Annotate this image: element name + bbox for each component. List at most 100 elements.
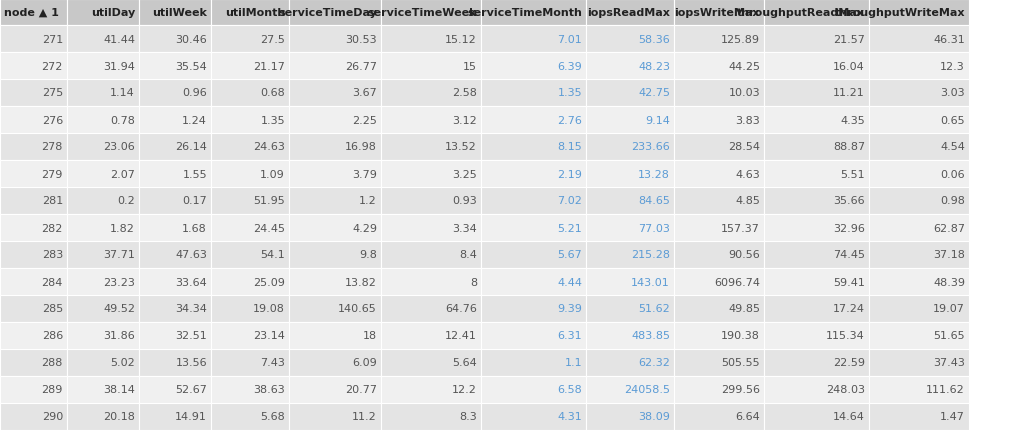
Text: 49.85: 49.85: [728, 304, 760, 314]
Text: 84.65: 84.65: [638, 196, 670, 206]
Text: 8: 8: [470, 277, 477, 287]
Text: 3.12: 3.12: [453, 115, 477, 125]
Bar: [0, 349, 67, 376]
Text: 4.44: 4.44: [557, 277, 582, 287]
Text: 18: 18: [362, 331, 377, 341]
Bar: [674, 403, 764, 430]
Bar: [289, 53, 381, 80]
Bar: [764, 107, 869, 134]
Text: 48.39: 48.39: [933, 277, 965, 287]
Bar: [0, 53, 67, 80]
Text: 46.31: 46.31: [933, 34, 965, 44]
Bar: [0, 295, 67, 322]
Bar: [586, 215, 674, 241]
Text: 20.77: 20.77: [345, 384, 377, 395]
Text: 6.64: 6.64: [735, 412, 760, 421]
Bar: [586, 268, 674, 295]
Text: 6.39: 6.39: [557, 61, 582, 71]
Bar: [67, 134, 139, 161]
Text: 1.2: 1.2: [359, 196, 377, 206]
Text: 3.34: 3.34: [453, 223, 477, 233]
Text: 12.2: 12.2: [453, 384, 477, 395]
Bar: [481, 53, 586, 80]
Text: 111.62: 111.62: [927, 384, 965, 395]
Bar: [869, 376, 969, 403]
Bar: [764, 80, 869, 107]
Bar: [869, 241, 969, 268]
Text: 34.34: 34.34: [175, 304, 207, 314]
Bar: [381, 80, 481, 107]
Text: 288: 288: [42, 358, 63, 368]
Bar: [67, 215, 139, 241]
Bar: [381, 376, 481, 403]
Bar: [67, 187, 139, 215]
Bar: [869, 161, 969, 187]
Bar: [139, 107, 211, 134]
Bar: [674, 268, 764, 295]
Text: 276: 276: [42, 115, 63, 125]
Bar: [67, 403, 139, 430]
Text: 23.23: 23.23: [103, 277, 135, 287]
Bar: [586, 403, 674, 430]
Bar: [0, 187, 67, 215]
Bar: [586, 349, 674, 376]
Text: 12.3: 12.3: [940, 61, 965, 71]
Bar: [381, 134, 481, 161]
Text: 9.39: 9.39: [557, 304, 582, 314]
Text: 59.41: 59.41: [834, 277, 865, 287]
Text: 8.3: 8.3: [459, 412, 477, 421]
Text: 3.03: 3.03: [940, 88, 965, 98]
Text: utilDay: utilDay: [91, 8, 135, 18]
Bar: [211, 295, 289, 322]
Text: 16.98: 16.98: [345, 142, 377, 152]
Text: 31.94: 31.94: [103, 61, 135, 71]
Bar: [211, 161, 289, 187]
Text: 2.25: 2.25: [352, 115, 377, 125]
Text: utilWeek: utilWeek: [153, 8, 207, 18]
Text: 0.78: 0.78: [111, 115, 135, 125]
Bar: [869, 26, 969, 53]
Bar: [674, 349, 764, 376]
Text: 4.35: 4.35: [841, 115, 865, 125]
Text: 64.76: 64.76: [445, 304, 477, 314]
Bar: [289, 268, 381, 295]
Bar: [869, 80, 969, 107]
Text: 11.2: 11.2: [352, 412, 377, 421]
Text: serviceTimeDay: serviceTimeDay: [279, 8, 377, 18]
Text: 37.18: 37.18: [933, 250, 965, 260]
Text: 90.56: 90.56: [728, 250, 760, 260]
Text: 1.14: 1.14: [111, 88, 135, 98]
Bar: [289, 241, 381, 268]
Bar: [67, 376, 139, 403]
Bar: [211, 134, 289, 161]
Bar: [139, 349, 211, 376]
Text: 271: 271: [42, 34, 63, 44]
Text: 4.85: 4.85: [735, 196, 760, 206]
Bar: [481, 187, 586, 215]
Text: 51.65: 51.65: [933, 331, 965, 341]
Bar: [381, 215, 481, 241]
Text: 15.12: 15.12: [445, 34, 477, 44]
Bar: [869, 349, 969, 376]
Text: 62.87: 62.87: [933, 223, 965, 233]
Bar: [674, 376, 764, 403]
Bar: [381, 107, 481, 134]
Text: throughputWriteMax: throughputWriteMax: [835, 8, 965, 18]
Text: 31.86: 31.86: [103, 331, 135, 341]
Text: 37.71: 37.71: [103, 250, 135, 260]
Text: 285: 285: [42, 304, 63, 314]
Bar: [764, 241, 869, 268]
Bar: [139, 295, 211, 322]
Text: 275: 275: [42, 88, 63, 98]
Bar: [764, 215, 869, 241]
Bar: [764, 161, 869, 187]
Bar: [674, 295, 764, 322]
Bar: [381, 187, 481, 215]
Text: 3.67: 3.67: [352, 88, 377, 98]
Text: 13.28: 13.28: [638, 169, 670, 179]
Text: 6.31: 6.31: [557, 331, 582, 341]
Bar: [289, 187, 381, 215]
Bar: [381, 268, 481, 295]
Text: 8.15: 8.15: [557, 142, 582, 152]
Text: 5.67: 5.67: [557, 250, 582, 260]
